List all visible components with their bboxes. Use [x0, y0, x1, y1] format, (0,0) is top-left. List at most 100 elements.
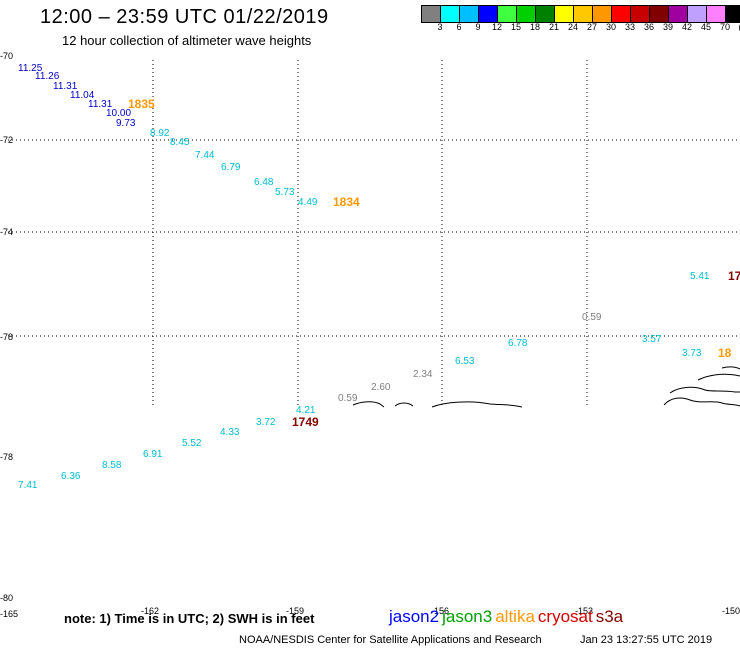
legend-swatch [517, 6, 536, 22]
wave-height-value: 8.45 [170, 137, 190, 148]
wave-height-value: 0.59 [338, 393, 358, 404]
legend-label: (ft) [734, 22, 740, 32]
pass-time-label: 1749 [292, 415, 319, 429]
satellite-name: s3a [595, 607, 624, 626]
legend-label: 21 [548, 22, 559, 32]
longitude-label: -159 [286, 606, 304, 616]
coastline-segment [431, 401, 523, 408]
wave-height-value: 6.53 [455, 356, 475, 367]
wave-height-value: 7.44 [195, 150, 215, 161]
longitude-label: -156 [431, 606, 449, 616]
pass-time-label: 1834 [333, 195, 360, 209]
wave-height-value: 3.73 [682, 348, 702, 359]
coastline-segment [721, 366, 740, 370]
legend-swatch [669, 6, 688, 22]
wave-height-value: 10.00 [106, 108, 131, 119]
legend-swatch [536, 6, 555, 22]
wave-height-value: 3.72 [256, 417, 276, 428]
latitude-label: -70 [0, 51, 13, 61]
satellite-name: cryosat [537, 607, 593, 626]
wave-height-value: 4.21 [296, 405, 316, 416]
legend-swatch [688, 6, 707, 22]
latitude-label: -78 [0, 332, 13, 342]
coastline-segment [663, 397, 740, 407]
legend-label: 39 [662, 22, 673, 32]
wave-height-value: 6.78 [508, 338, 528, 349]
legend-label: 6 [456, 22, 462, 32]
legend-swatch [726, 6, 740, 22]
credit-line: NOAA/NESDIS Center for Satellite Applica… [239, 634, 542, 646]
legend-label: 42 [681, 22, 692, 32]
legend-label: 15 [510, 22, 521, 32]
legend-swatch [441, 6, 460, 22]
wave-height-value: 2.34 [413, 369, 433, 380]
legend-swatch [479, 6, 498, 22]
coastline-segment [669, 386, 740, 394]
legend-label: 27 [586, 22, 597, 32]
legend-swatch [631, 6, 650, 22]
wave-height-value: 11.26 [35, 71, 60, 82]
legend-swatch [707, 6, 726, 22]
wave-height-value: 11.04 [70, 90, 95, 101]
pass-time-label: 1835 [128, 97, 155, 111]
wave-height-value: 8.92 [150, 128, 170, 139]
latitude-label: -74 [0, 227, 13, 237]
wave-height-value: 0.59 [582, 312, 602, 323]
legend-label: 9 [475, 22, 481, 32]
legend-label: 33 [624, 22, 635, 32]
legend-label: 36 [643, 22, 654, 32]
wave-height-value: 8.58 [102, 460, 122, 471]
legend-label: 30 [605, 22, 616, 32]
longitude-label: -150 [722, 606, 740, 616]
legend-swatch [593, 6, 612, 22]
satellite-name: altika [495, 607, 535, 626]
longitude-label: -153 [575, 606, 593, 616]
legend-swatch [555, 6, 574, 22]
satellite-legend: jason2 jason3 altika cryosat s3a [389, 607, 626, 627]
legend-label: 24 [567, 22, 578, 32]
wave-height-value: 7.41 [18, 480, 38, 491]
longitude-label: -165 [0, 609, 18, 619]
wave-height-value: 11.31 [88, 99, 113, 110]
legend-label: 3 [437, 22, 443, 32]
wave-height-value: 4.49 [298, 197, 318, 208]
chart-subtitle: 12 hour collection of altimeter wave hei… [62, 33, 312, 48]
wave-height-value: 11.25 [18, 63, 43, 74]
generation-timestamp: Jan 23 13:27:55 UTC 2019 [580, 634, 713, 646]
legend-label: 45 [700, 22, 711, 32]
wave-height-value: 9.73 [116, 118, 136, 129]
color-scale-legend [421, 5, 740, 23]
footnote: note: 1) Time is in UTC; 2) SWH is in fe… [64, 611, 315, 626]
chart-title: 12:00 – 23:59 UTC 01/22/2019 [40, 6, 329, 28]
legend-label: 18 [529, 22, 540, 32]
lat-lon-grid: -70 -72 -74 -78 -78 -80 -165 -162 -159 -156 -153 -1… [0, 51, 740, 619]
legend-swatch [460, 6, 479, 22]
satellite-name: jason3 [442, 607, 493, 626]
legend-label: 70 [719, 22, 730, 32]
longitude-label: -162 [141, 606, 159, 616]
latitude-label: -72 [0, 135, 13, 145]
legend-swatch [422, 6, 441, 22]
wave-height-value: 6.36 [61, 471, 81, 482]
wave-height-value: 6.48 [254, 177, 274, 188]
latitude-label: -78 [0, 452, 13, 462]
legend-swatch [612, 6, 631, 22]
pass-time-label: 18 [718, 346, 732, 360]
satellite-name: jason2 [389, 607, 440, 626]
legend-swatch [650, 6, 669, 22]
wave-height-value: 5.41 [690, 271, 710, 282]
legend-swatch [574, 6, 593, 22]
wave-height-value: 5.73 [275, 187, 295, 198]
wave-height-value: 11.31 [53, 81, 78, 92]
pass-time-label: 17 [728, 269, 740, 283]
wave-height-value: 3.57 [642, 334, 662, 345]
coastline [352, 366, 740, 408]
wave-height-value: 6.79 [221, 162, 241, 173]
legend-swatch [498, 6, 517, 22]
wave-height-value: 5.52 [182, 438, 202, 449]
wave-height-value: 4.33 [220, 427, 240, 438]
coastline-segment [697, 373, 740, 381]
coastline-segment [394, 402, 414, 407]
data-labels: 11.2511.2611.3111.0411.3110.009.738.928.… [18, 63, 740, 491]
